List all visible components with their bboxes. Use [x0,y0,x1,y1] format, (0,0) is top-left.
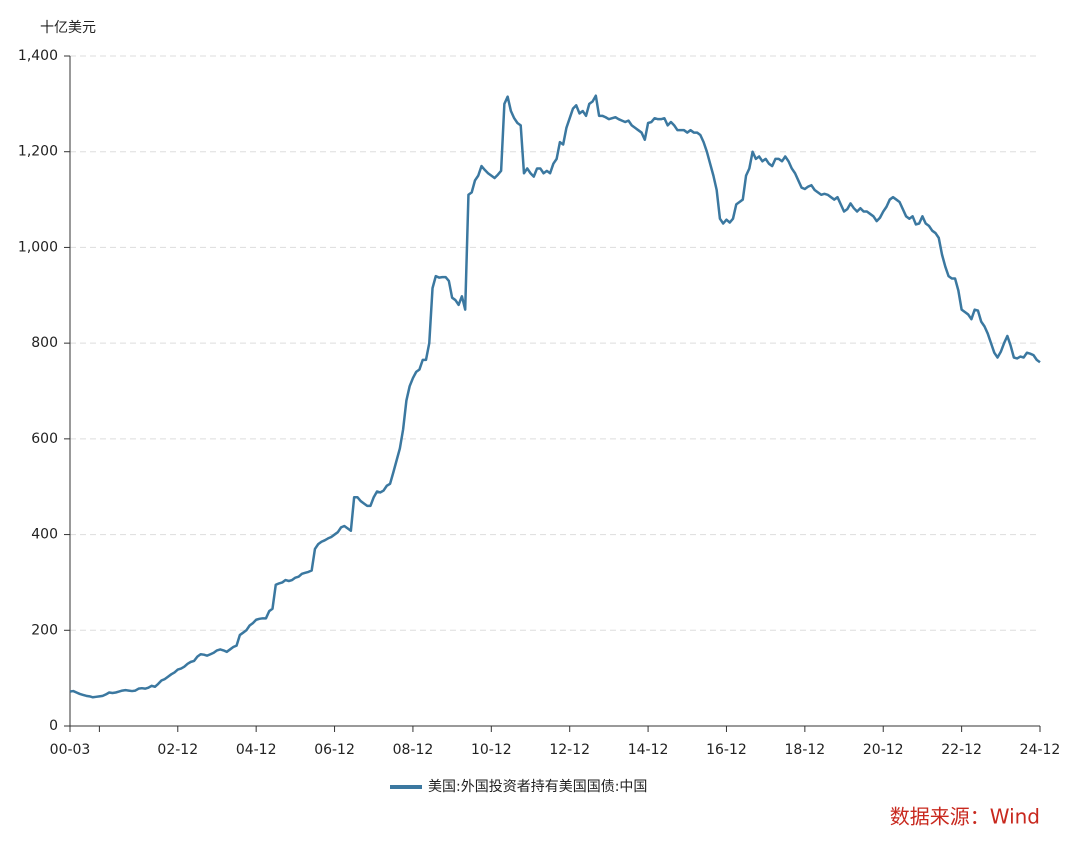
x-tick-label: 08-12 [393,742,434,758]
y-tick-label: 1,000 [18,239,58,255]
y-tick-label: 1,200 [18,144,58,160]
x-tick-label: 14-12 [628,742,669,758]
y-tick-label: 600 [31,431,58,447]
x-tick-label: 18-12 [785,742,826,758]
x-tick-label: 10-12 [471,742,512,758]
y-tick-label: 200 [31,622,58,638]
legend-label: 美国:外国投资者持有美国国债:中国 [428,779,647,795]
x-tick-label: 22-12 [941,742,982,758]
x-tick-label: 06-12 [314,742,355,758]
x-tick-label: 24-12 [1020,742,1061,758]
x-tick-label: 02-12 [157,742,198,758]
y-tick-label: 0 [49,718,58,734]
source: 数据来源：Wind [890,805,1040,829]
x-tick-label: 12-12 [549,742,590,758]
x-tick-label: 20-12 [863,742,904,758]
data-line [69,94,1041,699]
y-tick-label: 400 [31,527,58,543]
x-tick-label: 16-12 [706,742,747,758]
x-tick-label: 00-03 [50,742,91,758]
y-axis-label: 十亿美元 [40,20,96,36]
y-tick-label: 1,400 [18,48,58,64]
x-tick-label: 04-12 [236,742,277,758]
y-tick-label: 800 [31,335,58,351]
